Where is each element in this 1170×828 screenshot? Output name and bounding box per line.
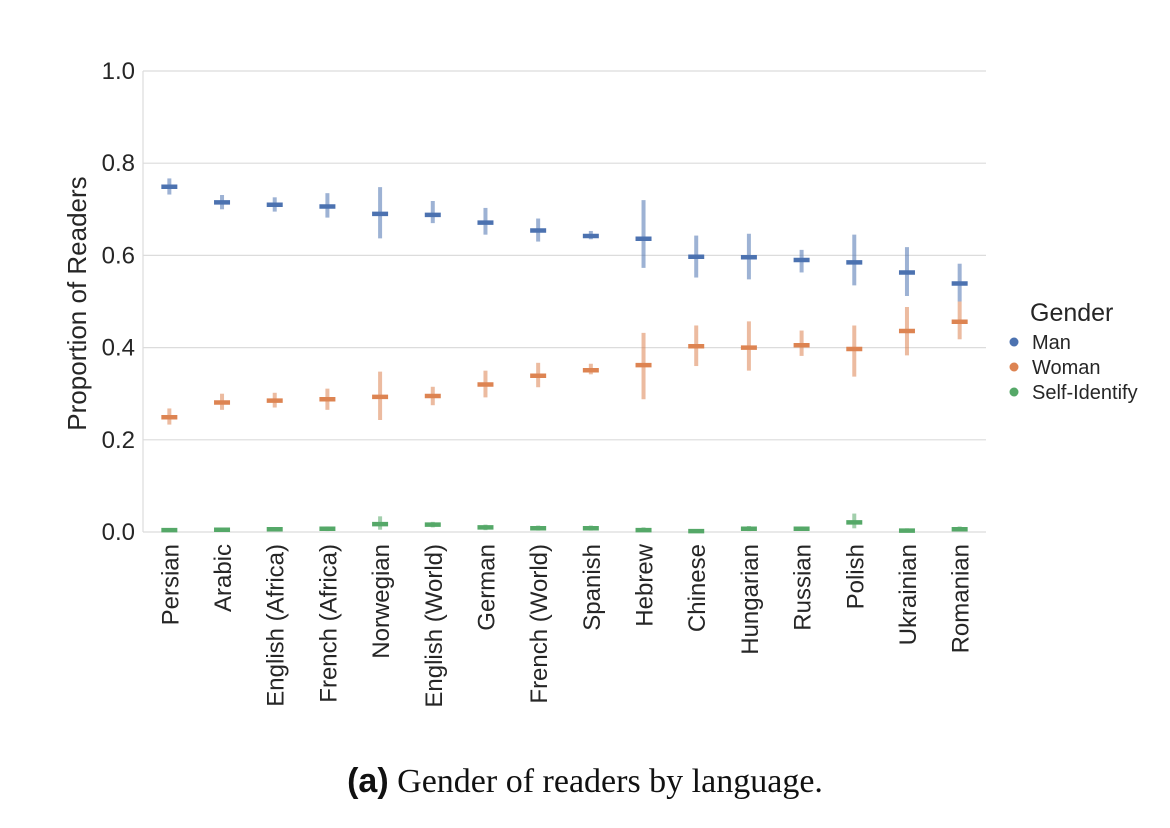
- x-tick-label: Russian: [790, 544, 817, 631]
- x-tick-label: English (Africa): [263, 544, 290, 707]
- x-tick-label: Chinese: [684, 544, 711, 632]
- legend-label-woman: Woman: [1032, 357, 1101, 379]
- x-tick-label: Norwegian: [368, 544, 395, 659]
- y-tick-label: 0.4: [102, 335, 135, 362]
- grid-lines: [142, 70, 986, 533]
- legend-label-man: Man: [1032, 332, 1071, 354]
- y-tick-label: 0.6: [102, 242, 135, 269]
- x-tick-labels: Persian Arabic English (Africa) French (Afr…: [157, 543, 974, 707]
- legend-title: Gender: [1030, 299, 1113, 327]
- legend-marker-man: [1009, 337, 1019, 347]
- x-tick-label: Ukrainian: [895, 544, 922, 645]
- y-axis-label: Proportion of Readers: [62, 176, 92, 430]
- y-tick-label: 0.8: [102, 150, 135, 177]
- gender-by-language-chart: 0.0 0.2 0.4 0.6 0.8 1.0 Persian Arabic English …: [62, 58, 1138, 708]
- legend-label-self-identify: Self-Identify: [1032, 382, 1138, 404]
- y-tick-labels: 0.0 0.2 0.4 0.6 0.8 1.0: [102, 58, 135, 546]
- x-tick-label: Polish: [842, 544, 869, 609]
- x-tick-label: French (Africa): [315, 544, 342, 703]
- x-tick-label: German: [473, 544, 500, 631]
- y-tick-label: 0.0: [102, 519, 135, 546]
- x-tick-label: French (World): [526, 544, 553, 704]
- y-tick-label: 1.0: [102, 58, 135, 85]
- x-tick-label: Arabic: [210, 544, 237, 612]
- x-tick-label: English (World): [421, 544, 448, 708]
- y-tick-label: 0.2: [102, 427, 135, 454]
- caption-text: Gender of readers by language.: [397, 763, 823, 800]
- x-tick-label: Persian: [157, 544, 184, 625]
- error-bars: [167, 178, 962, 532]
- point-markers: [161, 184, 968, 534]
- x-tick-label: Hungarian: [737, 544, 764, 655]
- legend-marker-woman: [1009, 362, 1019, 372]
- legend: Gender Man Woman Self-Identify: [1009, 299, 1138, 404]
- x-tick-label: Spanish: [579, 544, 606, 631]
- legend-marker-self-identify: [1009, 387, 1019, 397]
- x-tick-label: Hebrew: [632, 543, 659, 626]
- x-tick-label: Romanian: [948, 544, 975, 653]
- figure-caption: (a) Gender of readers by language.: [0, 762, 1170, 801]
- caption-tag: (a): [347, 762, 389, 800]
